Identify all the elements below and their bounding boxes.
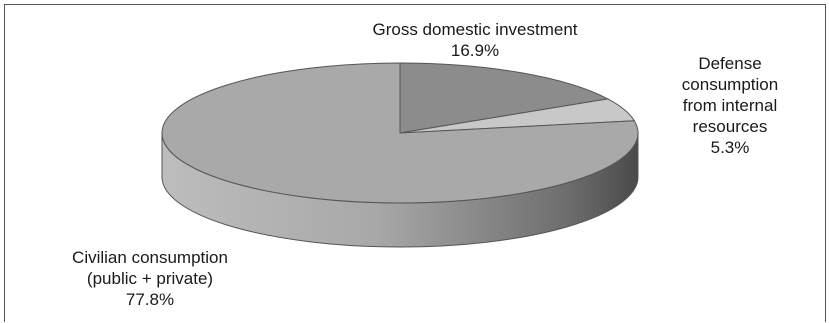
- label-civilian-value: 77.8%: [125, 290, 175, 309]
- label-defense-value: 5.3%: [710, 138, 750, 157]
- slice-civilian-consumption: [161, 62, 639, 204]
- label-defense-line-2: consumption: [681, 75, 779, 94]
- label-civilian-line-2: (public + private): [86, 269, 214, 288]
- label-investment-line-1: Gross domestic investment: [372, 20, 578, 39]
- label-defense-consumption: Defense consumption from internal resour…: [645, 53, 815, 158]
- label-defense-line-3: from internal: [682, 96, 778, 115]
- label-civilian-line-1: Civilian consumption: [72, 248, 228, 267]
- label-defense-line-4: resources: [692, 117, 768, 136]
- label-civilian-consumption: Civilian consumption (public + private) …: [5, 247, 295, 310]
- chart-frame: Gross domestic investment 16.9% Defense …: [4, 4, 826, 322]
- slice-gross-domestic-investment: [399, 62, 610, 134]
- label-investment-value: 16.9%: [450, 41, 500, 60]
- pie-chart: [161, 62, 639, 248]
- label-defense-line-1: Defense: [698, 54, 762, 73]
- label-gross-domestic-investment: Gross domestic investment 16.9%: [335, 19, 615, 61]
